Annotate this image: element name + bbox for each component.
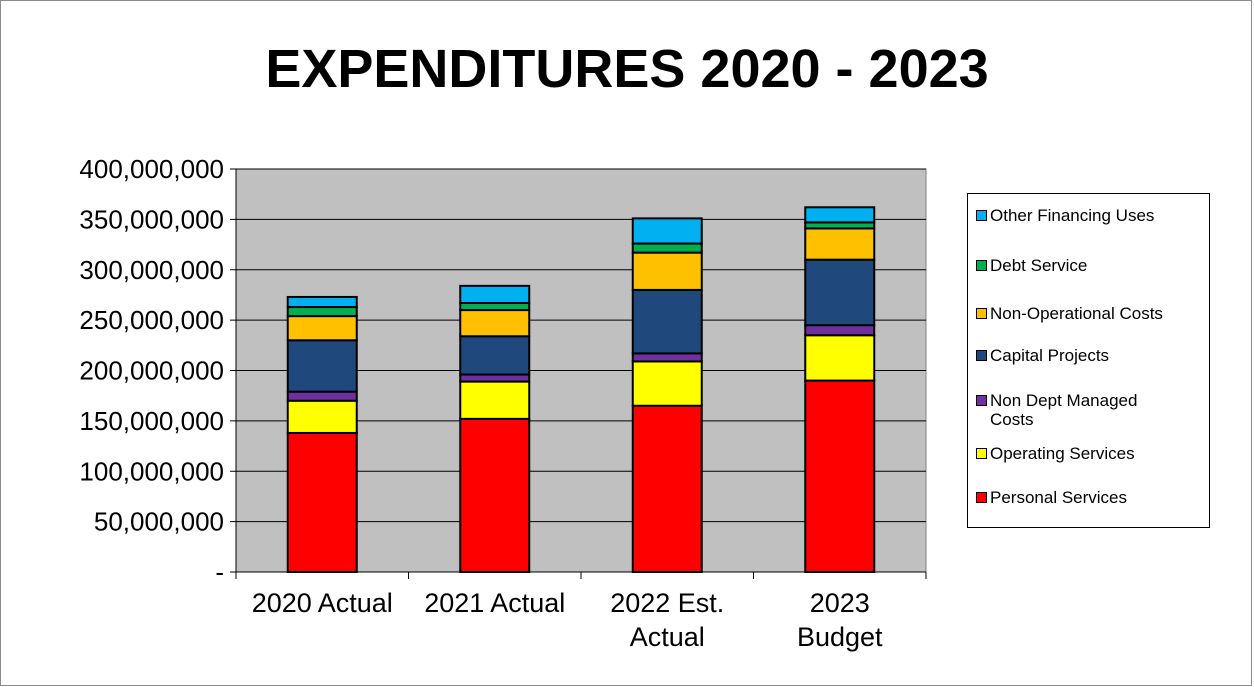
- bar-segment-non-dept-managed-costs: [286, 390, 358, 402]
- legend-label: Capital Projects: [990, 346, 1110, 365]
- bar-segment-non-operational-costs: [286, 315, 358, 342]
- bar-segment-non-dept-managed-costs: [631, 352, 703, 363]
- legend-swatch: [976, 260, 987, 271]
- legend-label: Debt Service: [990, 256, 1088, 275]
- legend-swatch: [976, 395, 987, 406]
- chart-legend: Other Financing Uses Debt Service Non-Oper…: [967, 193, 1210, 528]
- bar-segment-debt-service: [286, 306, 358, 318]
- bar-segment-operating-services: [459, 380, 531, 420]
- x-tick-label: 2020 Actual: [252, 588, 393, 618]
- legend-label: Operating Services: [990, 444, 1135, 463]
- legend-label: Non-Operational Costs: [990, 304, 1163, 323]
- bar-segment-other-financing-uses: [286, 295, 358, 309]
- bar-segment-capital-projects: [459, 335, 531, 376]
- legend-label: Personal Services: [990, 488, 1128, 507]
- bar-segment-non-operational-costs: [459, 309, 531, 338]
- y-tick-label: 200,000,000: [79, 356, 224, 386]
- legend-swatch: [976, 308, 987, 319]
- y-tick-label: 350,000,000: [79, 204, 224, 234]
- bar-segment-debt-service: [631, 242, 703, 254]
- bar-segment-other-financing-uses: [631, 217, 703, 245]
- y-tick-label: 300,000,000: [79, 255, 224, 285]
- legend-label: Other Financing Uses: [990, 206, 1155, 225]
- y-tick-label: 50,000,000: [94, 507, 224, 537]
- bar-segment-non-operational-costs: [631, 251, 703, 291]
- y-tick-label: 150,000,000: [79, 406, 224, 436]
- bar-segment-personal-services: [286, 431, 358, 573]
- x-tick-label: 2023 Budget: [797, 588, 883, 652]
- bar-segment-personal-services: [804, 379, 876, 574]
- bar-segment-operating-services: [286, 399, 358, 434]
- x-tick-label: 2021 Actual: [424, 588, 565, 618]
- x-tick-label: 2022 Est. Actual: [610, 588, 724, 652]
- bar-segment-other-financing-uses: [459, 284, 531, 304]
- bar-segment-non-operational-costs: [804, 227, 876, 261]
- y-tick-label: -: [215, 557, 224, 587]
- bar-segment-capital-projects: [286, 339, 358, 393]
- legend-swatch: [976, 492, 987, 503]
- bar-segment-capital-projects: [631, 288, 703, 355]
- bar-segment-other-financing-uses: [804, 206, 876, 224]
- y-tick-label: 400,000,000: [79, 154, 224, 184]
- bar-segment-non-dept-managed-costs: [459, 373, 531, 383]
- bar-segment-debt-service: [459, 301, 531, 312]
- y-tick-label: 250,000,000: [79, 305, 224, 335]
- legend-swatch: [976, 448, 987, 459]
- legend-swatch: [976, 210, 987, 221]
- legend-swatch: [976, 350, 987, 361]
- bar-segment-operating-services: [631, 360, 703, 407]
- bar-segment-personal-services: [459, 417, 531, 573]
- legend-label: Non Dept Managed Costs: [990, 391, 1138, 429]
- chart-title: EXPENDITURES 2020 - 2023: [265, 39, 989, 99]
- y-tick-label: 100,000,000: [79, 456, 224, 486]
- bar-segment-operating-services: [804, 334, 876, 382]
- bar-segment-personal-services: [631, 404, 703, 574]
- bar-segment-capital-projects: [804, 258, 876, 327]
- bar-segment-non-dept-managed-costs: [804, 324, 876, 337]
